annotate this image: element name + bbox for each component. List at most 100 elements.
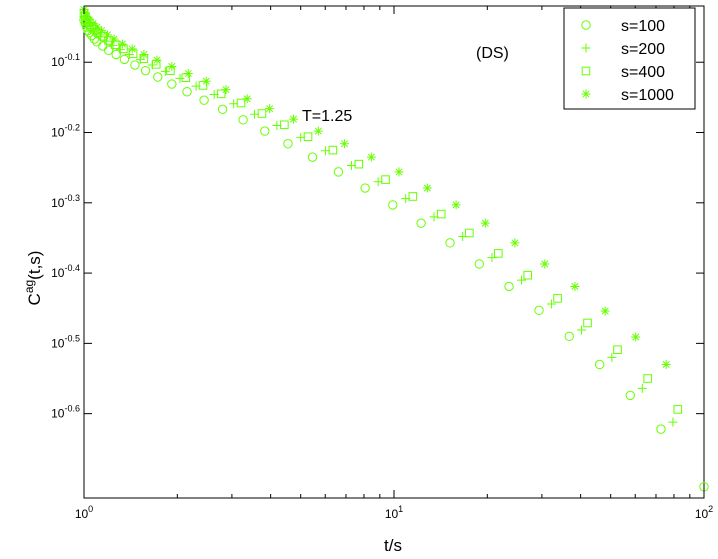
- data-point: [577, 325, 587, 335]
- data-point: [373, 177, 383, 187]
- data-point: [553, 294, 562, 303]
- data-point: [474, 259, 484, 269]
- data-point: [236, 98, 246, 108]
- data-point: [451, 200, 461, 210]
- series-circle: [79, 15, 709, 492]
- legend-entry-label: s=100: [621, 18, 665, 35]
- y-axis-label-rest: (t,s): [25, 251, 44, 280]
- y-axis-label: Cag(t,s): [22, 251, 44, 306]
- data-point: [127, 44, 137, 54]
- data-point: [117, 39, 127, 49]
- data-point: [339, 139, 349, 149]
- data-point: [354, 159, 364, 169]
- data-point: [160, 66, 170, 76]
- data-point: [303, 132, 313, 142]
- data-point: [594, 359, 605, 370]
- y-tick-label: 10-0.6: [51, 404, 80, 421]
- data-marks: [79, 5, 709, 492]
- data-point: [366, 152, 376, 162]
- y-tick-label-exp: -0.2: [64, 123, 80, 133]
- data-point: [183, 68, 193, 78]
- data-point: [109, 34, 119, 44]
- x-tick-label: 100: [75, 504, 93, 521]
- y-tick-label-base: 10: [51, 407, 65, 421]
- data-point: [510, 238, 520, 248]
- data-point: [445, 238, 455, 248]
- annotation-ds: (DS): [476, 45, 509, 62]
- data-point: [607, 352, 617, 362]
- y-tick-label: 10-0.3: [51, 193, 80, 210]
- data-point: [167, 61, 177, 71]
- data-point: [140, 65, 151, 76]
- data-point: [360, 183, 370, 193]
- data-point: [320, 146, 330, 156]
- x-tick-label-base: 10: [385, 507, 399, 521]
- data-point: [198, 81, 208, 90]
- data-point: [523, 270, 533, 280]
- y-tick-label-base: 10: [51, 196, 65, 210]
- data-point: [242, 94, 252, 104]
- data-point: [673, 405, 683, 414]
- data-point: [221, 85, 231, 95]
- x-tick-label: 102: [695, 504, 713, 521]
- data-point: [631, 332, 641, 342]
- y-tick-label-exp: -0.6: [64, 404, 80, 414]
- y-tick-label-exp: -0.3: [64, 193, 80, 203]
- data-point: [182, 87, 192, 97]
- data-point: [480, 218, 490, 228]
- data-point: [119, 54, 130, 65]
- data-point: [175, 73, 185, 83]
- legend-entry-label: s=1000: [621, 87, 674, 104]
- data-point: [130, 60, 140, 70]
- data-point: [98, 41, 108, 51]
- data-point: [313, 126, 323, 136]
- legend-entry-label: s=400: [621, 64, 665, 81]
- x-axis-label: t/s: [384, 536, 402, 555]
- data-point: [564, 331, 574, 342]
- data-point: [422, 183, 432, 193]
- series-square: [79, 8, 683, 414]
- data-point: [238, 115, 248, 125]
- data-point: [288, 114, 298, 124]
- data-point: [600, 306, 610, 316]
- legend-marker: [581, 66, 591, 76]
- data-point: [656, 424, 666, 434]
- data-point: [307, 152, 318, 162]
- legend-marker: [581, 43, 591, 53]
- data-point: [333, 167, 344, 177]
- series-star: [79, 5, 671, 369]
- data-point: [436, 209, 446, 219]
- data-point: [265, 104, 275, 114]
- data-point: [534, 305, 544, 316]
- data-point: [570, 281, 580, 291]
- y-axis-label-base: C: [25, 293, 44, 305]
- y-tick-label-base: 10: [51, 266, 65, 280]
- data-point: [637, 383, 647, 393]
- data-point: [110, 40, 120, 49]
- data-point: [201, 76, 211, 86]
- y-tick-label-exp: -0.5: [64, 333, 80, 343]
- data-point: [625, 390, 635, 401]
- y-axis-label-sup: ag: [22, 280, 36, 293]
- annotation-temperature: T=1.25: [302, 108, 352, 125]
- y-tick-label-base: 10: [51, 126, 65, 140]
- x-tick-label-base: 10: [75, 507, 89, 521]
- data-point: [88, 19, 98, 29]
- data-point: [250, 109, 260, 119]
- legend-marker: [581, 89, 591, 99]
- data-point: [583, 318, 592, 328]
- svg-text:Cag(t,s): Cag(t,s): [22, 251, 44, 306]
- data-point: [82, 12, 92, 22]
- data-point: [381, 175, 390, 184]
- data-point: [152, 55, 162, 65]
- data-point: [92, 22, 102, 32]
- data-point: [280, 120, 289, 130]
- data-point: [296, 132, 306, 142]
- data-point: [661, 359, 671, 369]
- data-point: [283, 139, 293, 149]
- x-tick-label-exp: 0: [88, 504, 93, 514]
- axis-ticks: 100 101 10210-0.110-0.210-0.310-0.410-0.51…: [51, 6, 713, 521]
- data-point: [546, 299, 556, 309]
- legend-marker: [581, 20, 591, 30]
